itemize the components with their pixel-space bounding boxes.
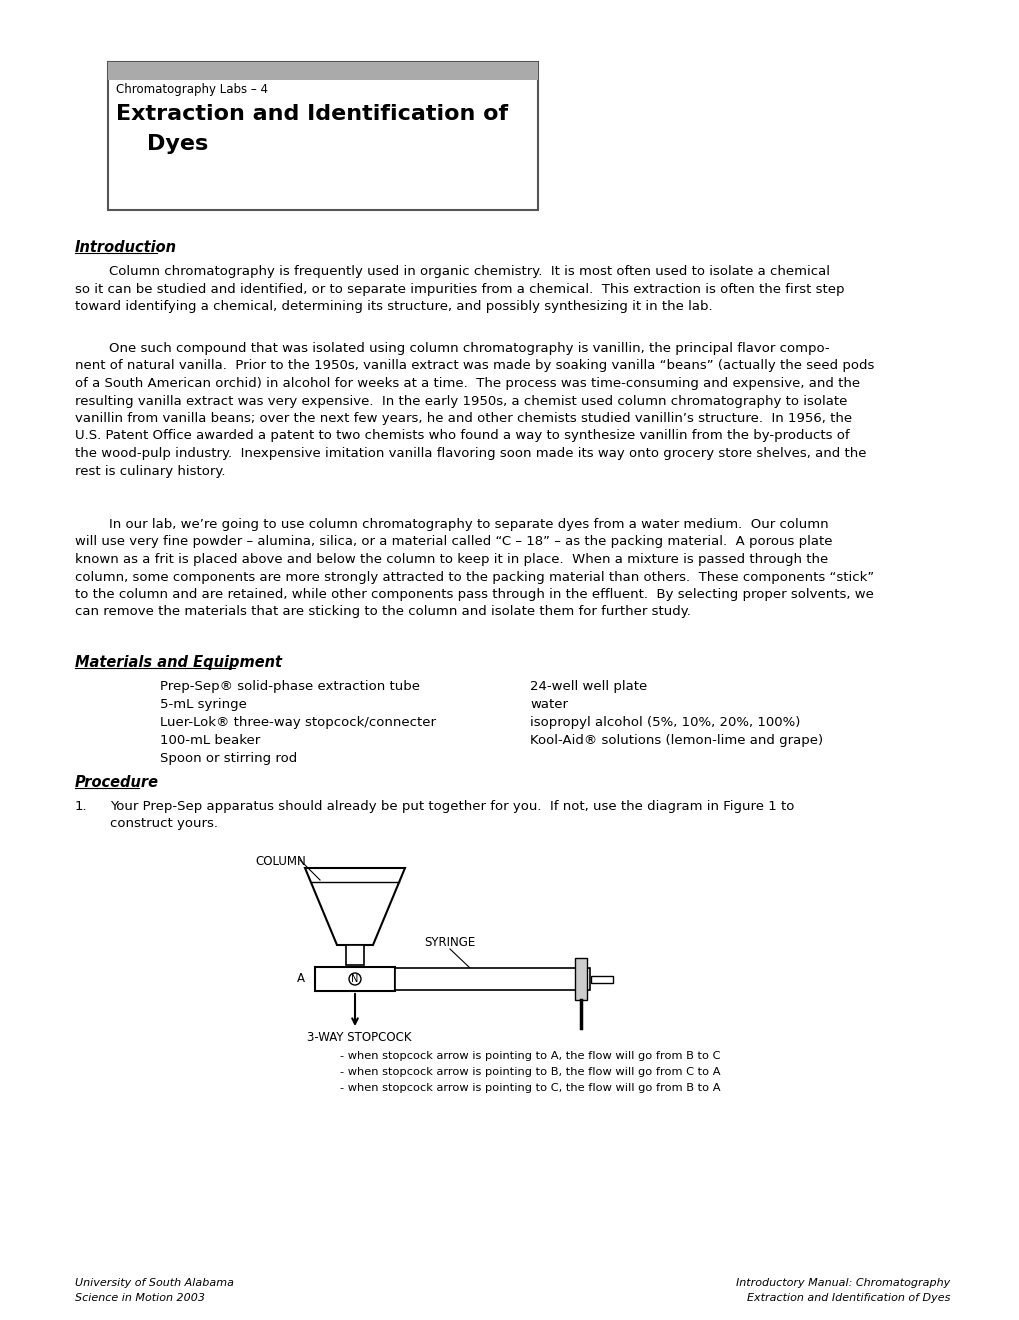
Bar xyxy=(575,958,586,1001)
Text: - when stopcock arrow is pointing to C, the flow will go from B to A: - when stopcock arrow is pointing to C, … xyxy=(339,1082,719,1093)
Text: Extraction and Identification of: Extraction and Identification of xyxy=(116,104,507,124)
Text: N: N xyxy=(351,974,359,983)
Text: COLUMN: COLUMN xyxy=(255,855,306,869)
Text: 3-WAY STOPCOCK: 3-WAY STOPCOCK xyxy=(307,1031,411,1044)
Text: Prep-Sep® solid-phase extraction tube: Prep-Sep® solid-phase extraction tube xyxy=(160,680,420,693)
Text: In our lab, we’re going to use column chromatography to separate dyes from a wat: In our lab, we’re going to use column ch… xyxy=(75,517,873,619)
Bar xyxy=(345,945,364,965)
Text: Column chromatography is frequently used in organic chemistry.  It is most often: Column chromatography is frequently used… xyxy=(75,265,844,313)
Bar xyxy=(108,62,537,81)
Text: 5-mL syringe: 5-mL syringe xyxy=(160,698,247,711)
Text: Spoon or stirring rod: Spoon or stirring rod xyxy=(160,752,297,766)
Text: SYRINGE: SYRINGE xyxy=(424,936,475,949)
Text: A: A xyxy=(297,973,305,986)
Text: isopropyl alcohol (5%, 10%, 20%, 100%): isopropyl alcohol (5%, 10%, 20%, 100%) xyxy=(530,715,800,729)
Text: Luer-Lok® three-way stopcock/connecter: Luer-Lok® three-way stopcock/connecter xyxy=(160,715,435,729)
Text: Introduction: Introduction xyxy=(75,240,177,255)
Bar xyxy=(315,968,394,991)
Bar xyxy=(394,968,589,990)
Text: Your Prep-Sep apparatus should already be put together for you.  If not, use the: Your Prep-Sep apparatus should already b… xyxy=(110,800,794,830)
Text: Science in Motion 2003: Science in Motion 2003 xyxy=(75,1294,205,1303)
Text: Kool-Aid® solutions (lemon-lime and grape): Kool-Aid® solutions (lemon-lime and grap… xyxy=(530,734,822,747)
Text: Introductory Manual: Chromatography: Introductory Manual: Chromatography xyxy=(735,1278,949,1288)
Text: University of South Alabama: University of South Alabama xyxy=(75,1278,233,1288)
Text: Procedure: Procedure xyxy=(75,775,159,789)
Bar xyxy=(108,62,537,210)
Text: One such compound that was isolated using column chromatography is vanillin, the: One such compound that was isolated usin… xyxy=(75,342,873,478)
Text: 24-well well plate: 24-well well plate xyxy=(530,680,647,693)
Text: Dyes: Dyes xyxy=(116,135,208,154)
Text: - when stopcock arrow is pointing to A, the flow will go from B to C: - when stopcock arrow is pointing to A, … xyxy=(339,1051,719,1061)
Text: 1.: 1. xyxy=(75,800,88,813)
Text: - when stopcock arrow is pointing to B, the flow will go from C to A: - when stopcock arrow is pointing to B, … xyxy=(339,1067,719,1077)
Text: water: water xyxy=(530,698,568,711)
Text: Materials and Equipment: Materials and Equipment xyxy=(75,655,281,671)
Text: C: C xyxy=(400,973,409,986)
Text: Chromatography Labs – 4: Chromatography Labs – 4 xyxy=(116,83,268,96)
Bar xyxy=(590,975,612,982)
Text: Extraction and Identification of Dyes: Extraction and Identification of Dyes xyxy=(746,1294,949,1303)
Text: 100-mL beaker: 100-mL beaker xyxy=(160,734,260,747)
